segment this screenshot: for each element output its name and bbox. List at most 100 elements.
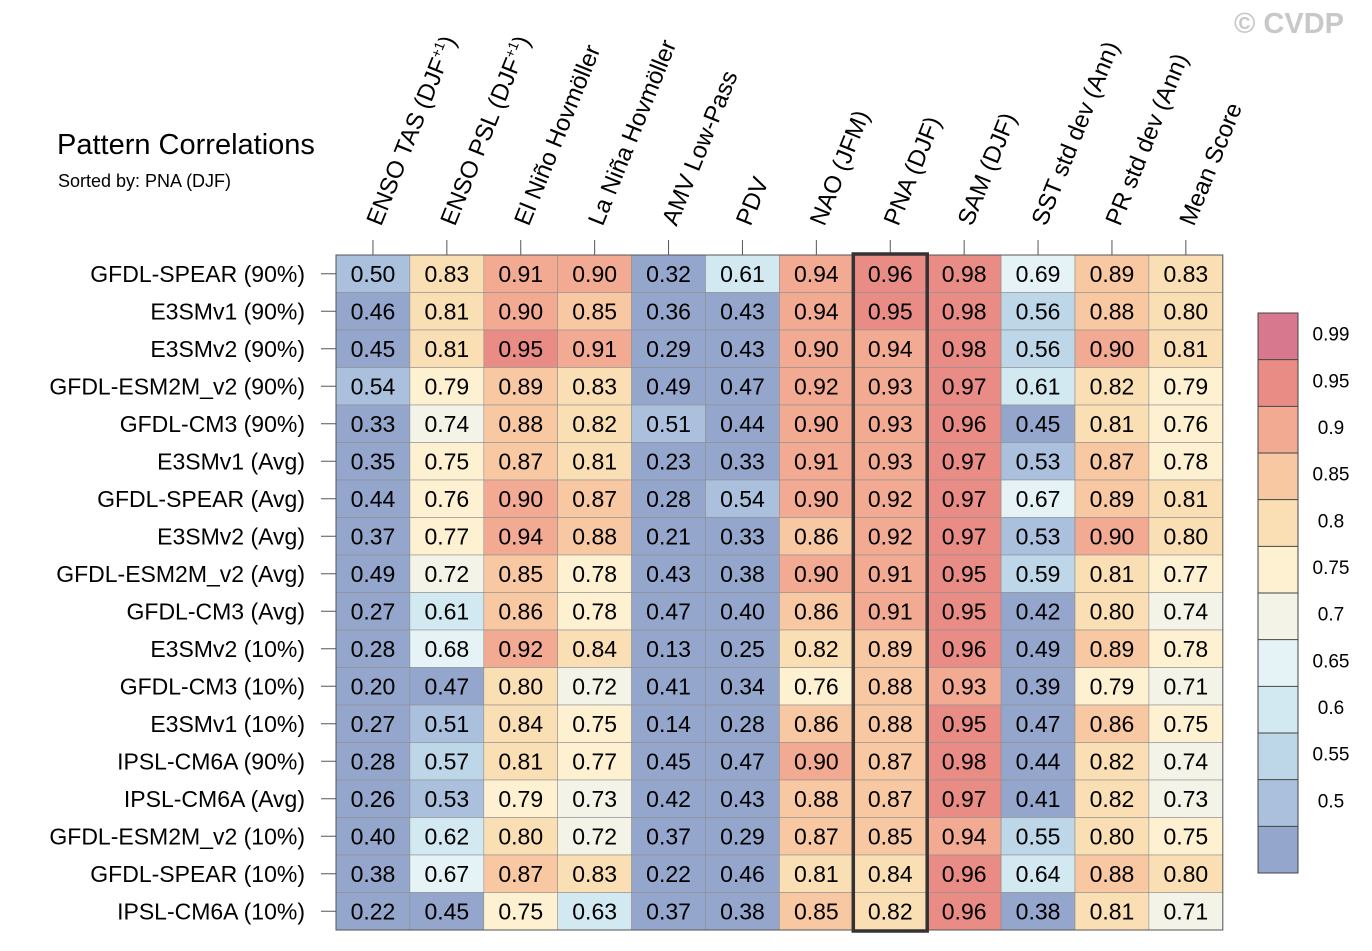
row-label: GFDL-ESM2M_v2 (Avg) (56, 561, 305, 587)
heatmap-cell (557, 592, 632, 631)
cell-value: 0.83 (572, 373, 617, 399)
heatmap-cell (926, 667, 1002, 706)
heatmap-cell (483, 629, 558, 668)
heatmap-cell (852, 517, 928, 556)
cell-value: 0.71 (1163, 673, 1208, 699)
heatmap-cell (631, 554, 706, 593)
heatmap-cell (1148, 517, 1224, 556)
heatmap-cell (779, 779, 854, 818)
cell-value: 0.80 (1163, 523, 1208, 549)
cell-value: 0.41 (646, 673, 691, 699)
cell-value: 0.87 (498, 448, 543, 474)
heatmap-cell (335, 779, 411, 818)
colorbar-segment (1258, 593, 1298, 640)
heatmap-cell (631, 517, 706, 556)
cell-value: 0.91 (572, 336, 617, 362)
cell-value: 0.86 (794, 711, 839, 737)
heatmap-cell (1074, 817, 1150, 856)
cell-value: 0.94 (868, 336, 913, 362)
cell-value: 0.93 (868, 448, 913, 474)
cell-value: 0.88 (1090, 298, 1135, 324)
heatmap-cell (1148, 367, 1224, 406)
row-label: IPSL-CM6A (90%) (117, 748, 305, 774)
heatmap-cell (1000, 554, 1076, 593)
heatmap-cell (705, 742, 780, 781)
heatmap-cell (557, 554, 632, 593)
column-labels: ENSO TAS (DJF+1)ENSO PSL (DJF+1)El Niño … (361, 32, 1248, 255)
cell-value: 0.81 (794, 861, 839, 887)
heatmap-cell (335, 517, 411, 556)
cell-value: 0.38 (1016, 898, 1061, 924)
cell-value: 0.78 (1163, 448, 1208, 474)
cell-value: 0.54 (720, 486, 765, 512)
cell-value: 0.35 (351, 448, 396, 474)
cell-value: 0.68 (424, 636, 469, 662)
heatmap-cell (1148, 854, 1224, 893)
row-label: E3SMv2 (10%) (150, 636, 305, 662)
cell-value: 0.53 (1016, 448, 1061, 474)
heatmap-cell (705, 404, 780, 443)
row-label: GFDL-SPEAR (10%) (90, 861, 305, 887)
cell-value: 0.82 (868, 898, 913, 924)
cell-value: 0.56 (1016, 298, 1061, 324)
heatmap-cell (631, 742, 706, 781)
heatmap-cell (631, 854, 706, 893)
heatmap-cell (779, 254, 854, 293)
colorbar-segment (1258, 499, 1298, 547)
row-label: E3SMv2 (Avg) (157, 523, 305, 549)
heatmap-cell (926, 442, 1002, 481)
cell-value: 0.28 (720, 711, 765, 737)
heatmap-cell (335, 667, 411, 706)
row-label: E3SMv2 (90%) (150, 336, 305, 362)
heatmap-cell (705, 892, 780, 931)
heatmap-cell (409, 517, 485, 556)
cell-value: 0.20 (351, 673, 396, 699)
cell-value: 0.76 (424, 486, 469, 512)
heatmap-cell (779, 817, 854, 856)
heatmap-cell (1000, 292, 1076, 331)
heatmap-cell (483, 479, 558, 518)
heatmap-cell (483, 854, 558, 893)
heatmap-cell (1148, 404, 1224, 443)
cell-value: 0.83 (572, 861, 617, 887)
heatmap-cell (557, 779, 632, 818)
cell-value: 0.79 (1163, 373, 1208, 399)
cell-value: 0.87 (868, 786, 913, 812)
row-label: GFDL-ESM2M_v2 (90%) (49, 373, 305, 399)
cell-value: 0.74 (1163, 598, 1208, 624)
heatmap-cell (409, 667, 485, 706)
cell-value: 0.94 (794, 298, 839, 324)
heatmap-cell (483, 517, 558, 556)
cell-value: 0.83 (424, 261, 469, 287)
heatmap-cell (852, 404, 928, 443)
cell-value: 0.47 (646, 598, 691, 624)
heatmap-cell (852, 854, 928, 893)
cell-value: 0.86 (794, 598, 839, 624)
heatmap-cell (409, 779, 485, 818)
cell-value: 0.72 (424, 561, 469, 587)
cell-value: 0.81 (424, 336, 469, 362)
heatmap-cell (705, 517, 780, 556)
cell-value: 0.78 (572, 598, 617, 624)
heatmap-cell (409, 629, 485, 668)
cell-value: 0.80 (1163, 298, 1208, 324)
cell-value: 0.95 (942, 711, 987, 737)
cell-value: 0.64 (1016, 861, 1061, 887)
cell-value: 0.53 (424, 786, 469, 812)
cell-value: 0.51 (646, 411, 691, 437)
heatmap-cell (1148, 479, 1224, 518)
cell-value: 0.84 (572, 636, 617, 662)
heatmap-cell (1000, 517, 1076, 556)
cell-value: 0.91 (868, 561, 913, 587)
row-label: GFDL-CM3 (90%) (120, 411, 305, 437)
colorbar-segment (1258, 686, 1298, 733)
heatmap-cell (335, 292, 411, 331)
cell-value: 0.81 (498, 748, 543, 774)
cell-value: 0.25 (720, 636, 765, 662)
cell-value: 0.44 (720, 411, 765, 437)
cell-value: 0.89 (1090, 486, 1135, 512)
cell-value: 0.93 (942, 673, 987, 699)
cell-value: 0.98 (942, 261, 987, 287)
cell-value: 0.40 (351, 823, 396, 849)
cell-value: 0.47 (720, 373, 765, 399)
